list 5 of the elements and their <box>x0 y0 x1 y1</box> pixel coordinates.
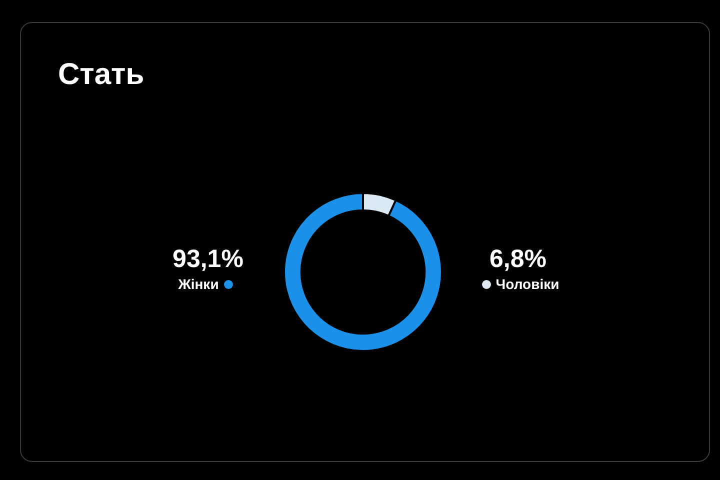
legend-label: Чоловіки <box>496 275 560 294</box>
slice-label: Жінки <box>178 275 219 294</box>
chart-title: Стать <box>58 58 144 92</box>
data-label: 93,1% <box>172 244 244 274</box>
data-label: 6,8% <box>488 244 548 274</box>
